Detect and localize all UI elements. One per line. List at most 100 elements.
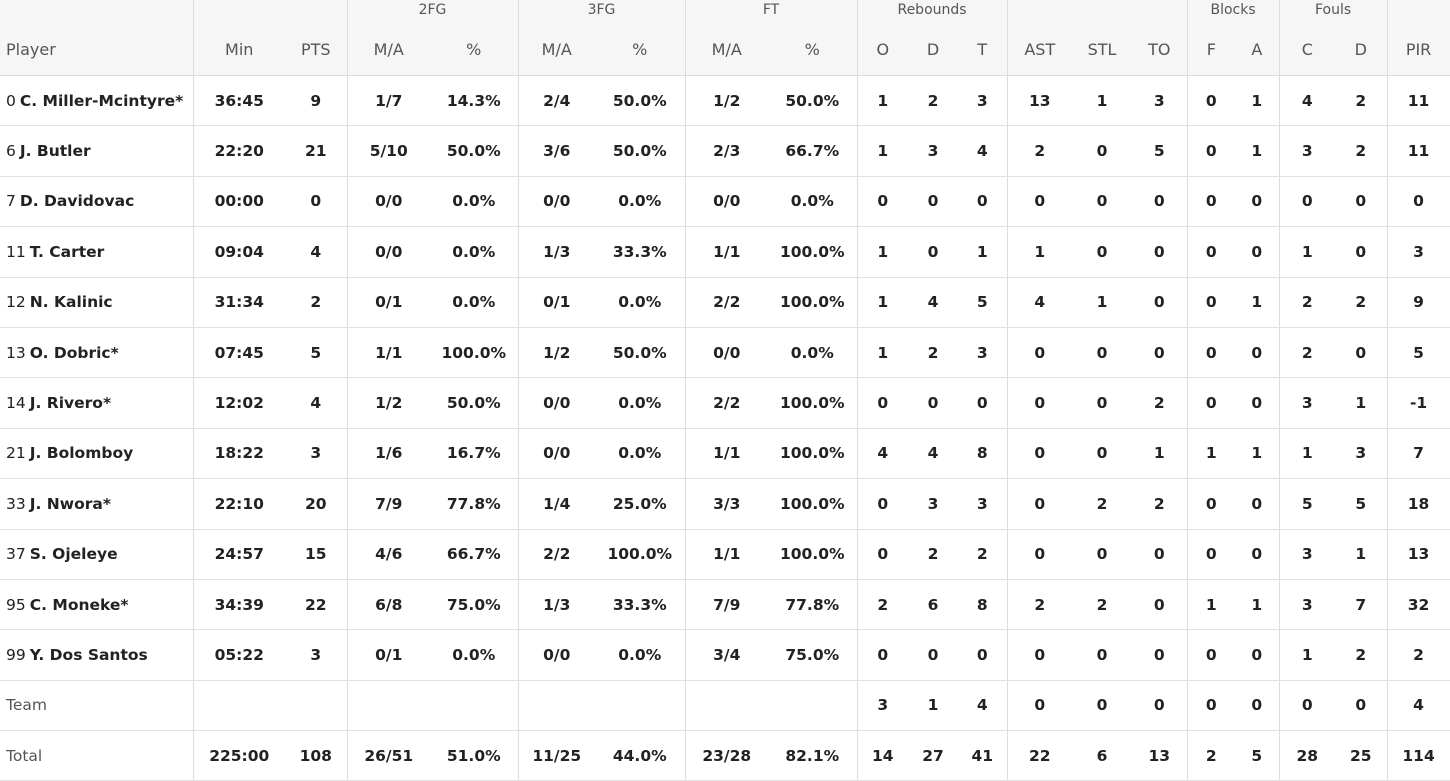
stat-cell: 0 [857,629,909,681]
stat-cell: 0 [1007,529,1073,580]
stat-cell: 3 [908,125,959,177]
stat-cell: 0 [1187,176,1236,228]
stat-cell: 1 [1335,529,1388,580]
stat-cell: 8 [958,579,1008,631]
stat-cell: 0 [857,377,909,429]
stat-cell: 114 [1387,730,1450,781]
stat-cell: 5 [1335,478,1388,530]
column-header: F [1187,24,1236,76]
column-header: % [430,24,519,76]
stat-cell: 22 [285,579,348,631]
stat-cell: 0 [1235,629,1280,681]
group-header [1007,0,1188,24]
stat-cell: 3 [1279,125,1336,177]
stat-cell: 28 [1279,730,1336,781]
stat-cell: 2/3 [685,125,768,177]
stat-cell: 0 [1335,327,1388,379]
stat-cell: 50.0% [595,125,686,177]
stat-cell: 0/0 [518,377,595,429]
stat-cell: 0 [1072,680,1133,732]
stat-cell [518,680,595,732]
player-row: 95 C. Moneke* 34:39 22 6/8 75.0% 1/3 33.3% 7/9 77… [0,579,1450,631]
group-header-row: 2FG 3FG FT Rebounds Blocks Fouls [0,0,1450,24]
stat-cell: 3 [857,680,909,732]
stat-cell: 1 [857,277,909,328]
stat-cell: 1 [958,226,1008,278]
stat-cell: 66.7% [768,125,858,177]
player-number: 13 [6,343,26,362]
stat-cell: 1 [1235,277,1280,328]
player-name: O. Dobric* [29,343,119,362]
stat-cell: 0 [1187,226,1236,278]
stat-cell: 4 [958,125,1008,177]
stat-cell: 0 [1132,176,1188,228]
stat-cell: 4/6 [347,529,430,580]
stat-cell: 0 [1072,226,1133,278]
player-row: Total 225:00 108 26/51 51.0% 11/25 44.0% 23/28 8… [0,730,1450,781]
player-cell: 0 C. Miller-Mcintyre* [0,75,194,127]
player-number: 12 [6,293,26,312]
stat-cell: 5 [1387,327,1450,379]
stat-cell: 11 [1387,125,1450,177]
stat-cell: 0 [1072,125,1133,177]
stat-cell: 3 [285,428,348,480]
stat-cell: 0 [1187,478,1236,530]
stat-cell: 0 [1187,629,1236,681]
stat-cell: 1 [1279,226,1336,278]
player-cell: 7 D. Davidovac [0,176,194,228]
stat-cell: 2 [1387,629,1450,681]
stat-cell: 82.1% [768,730,858,781]
stat-cell [595,680,686,732]
stat-cell: 2 [1335,277,1388,328]
player-cell: Team [0,680,194,732]
group-header: Fouls [1279,0,1388,24]
player-cell: 33 J. Nwora* [0,478,194,530]
stat-cell: 50.0% [768,75,858,127]
stat-cell [285,680,348,732]
stat-cell: 0 [1235,478,1280,530]
column-header: C [1279,24,1336,76]
stat-cell: 4 [1387,680,1450,732]
group-header: Blocks [1187,0,1280,24]
stat-cell: 5 [958,277,1008,328]
stat-cell: 0/0 [518,176,595,228]
stat-cell: 2 [1335,125,1388,177]
stat-cell: 00:00 [193,176,285,228]
stat-cell: 44.0% [595,730,686,781]
stat-cell: 1 [1279,629,1336,681]
player-row: 6 J. Butler 22:20 21 5/10 50.0% 3/6 50.0% 2/3 66.… [0,125,1450,177]
stat-cell: 1 [857,125,909,177]
stat-cell: 22:20 [193,125,285,177]
stat-cell [685,680,768,732]
stat-cell: 3/6 [518,125,595,177]
stat-cell: 16.7% [430,428,519,480]
stat-cell: 4 [908,277,959,328]
stat-cell: 50.0% [430,377,519,429]
stat-cell: 2 [857,579,909,631]
stat-cell: 13 [1007,75,1073,127]
stat-cell: 33.3% [595,226,686,278]
stat-cell: 0 [1187,125,1236,177]
stat-cell: 0 [1007,377,1073,429]
stat-cell: 66.7% [430,529,519,580]
stat-cell: 23/28 [685,730,768,781]
player-cell: Total [0,730,194,781]
stat-cell: 0 [1072,529,1133,580]
stat-cell: 0.0% [595,277,686,328]
stat-cell: 21 [285,125,348,177]
stat-cell: 0 [1235,377,1280,429]
player-number: 0 [6,91,16,110]
stat-cell: 0.0% [595,377,686,429]
stat-cell: 3 [1279,529,1336,580]
stat-cell: 7/9 [347,478,430,530]
stat-cell: 100.0% [768,478,858,530]
stat-cell: 225:00 [193,730,285,781]
stat-cell: 2 [1072,579,1133,631]
stat-cell: 4 [857,428,909,480]
stat-cell: 0 [1132,529,1188,580]
column-header: M/A [347,24,430,76]
stat-cell [347,680,430,732]
group-header: FT [685,0,858,24]
player-number: 11 [6,242,26,261]
